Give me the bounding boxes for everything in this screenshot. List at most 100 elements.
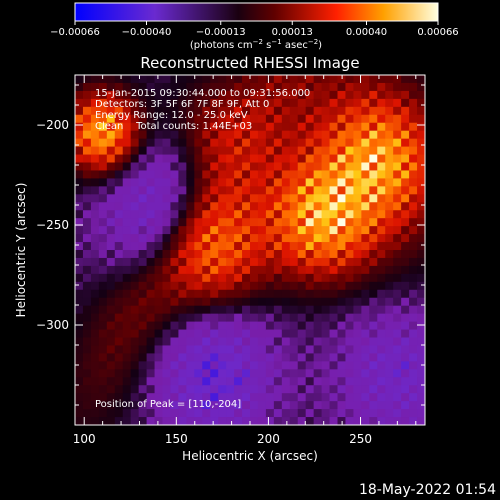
- heatmap-cell: [122, 194, 132, 203]
- heatmap-cell: [250, 122, 259, 132]
- heatmap-cell: [417, 329, 425, 339]
- heatmap-cell: [106, 75, 116, 84]
- heatmap-cell: [202, 210, 211, 219]
- heatmap-cell: [75, 218, 84, 227]
- heatmap-cell: [385, 377, 394, 386]
- heatmap-cell: [393, 242, 402, 251]
- heatmap-cell: [234, 82, 243, 92]
- heatmap-cell: [273, 321, 283, 331]
- heatmap-cell: [337, 194, 347, 203]
- heatmap-cell: [337, 409, 347, 418]
- heatmap-cell: [162, 114, 172, 124]
- heatmap-cell: [297, 90, 307, 100]
- heatmap-cell: [369, 409, 378, 418]
- heatmap-cell: [186, 329, 195, 339]
- heatmap-cell: [122, 353, 132, 362]
- heatmap-cell: [234, 377, 243, 386]
- heatmap-cell: [297, 257, 307, 267]
- heatmap-cell: [273, 401, 283, 410]
- heatmap-cell: [345, 337, 354, 347]
- heatmap-cell: [329, 234, 339, 243]
- heatmap-cell: [401, 218, 410, 227]
- heatmap-cell: [202, 329, 211, 339]
- heatmap-cell: [257, 265, 267, 275]
- heatmap-cell: [329, 297, 339, 307]
- heatmap-cell: [353, 250, 362, 259]
- heatmap-cell: [385, 114, 394, 124]
- heatmap-cell: [409, 234, 418, 243]
- heatmap-cell: [178, 170, 187, 179]
- heatmap-cell: [130, 401, 140, 410]
- heatmap-cell: [305, 122, 315, 132]
- heatmap-cell: [393, 361, 402, 370]
- heatmap-cell: [297, 393, 307, 402]
- heatmap-cell: [98, 377, 108, 386]
- heatmap-cell: [234, 289, 243, 299]
- heatmap-cell: [401, 90, 410, 100]
- heatmap-cell: [273, 194, 283, 203]
- heatmap-cell: [321, 75, 331, 84]
- heatmap-cell: [257, 98, 267, 108]
- heatmap-cell: [257, 257, 267, 267]
- heatmap-cell: [297, 345, 307, 354]
- heatmap-cell: [75, 250, 84, 259]
- timestamp: 18-May-2022 01:54: [359, 482, 496, 498]
- heatmap-cell: [297, 401, 307, 410]
- heatmap-cell: [321, 297, 331, 307]
- heatmap-cell: [218, 250, 227, 259]
- heatmap-cell: [114, 417, 124, 425]
- heatmap-cell: [114, 194, 124, 203]
- heatmap-cell: [210, 313, 219, 323]
- heatmap-cell: [345, 178, 354, 187]
- heatmap-cell: [273, 250, 283, 259]
- heatmap-cell: [385, 281, 394, 291]
- heatmap-cell: [313, 337, 323, 347]
- heatmap-cell: [250, 162, 259, 172]
- heatmap-cell: [353, 186, 362, 195]
- heatmap-cell: [154, 122, 164, 132]
- heatmap-cell: [337, 297, 347, 307]
- heatmap-cell: [146, 90, 156, 100]
- heatmap-cell: [75, 377, 84, 386]
- heatmap-cell: [194, 409, 203, 418]
- heatmap-cell: [393, 305, 402, 315]
- heatmap-cell: [305, 377, 315, 386]
- heatmap-cell: [186, 90, 195, 100]
- heatmap-cell: [114, 234, 124, 243]
- heatmap-cell: [273, 369, 283, 378]
- heatmap-cell: [138, 186, 148, 195]
- heatmap-cell: [297, 265, 307, 275]
- heatmap-cell: [130, 90, 140, 100]
- annotation-clean: Clean Total counts: 1.44E+03: [95, 121, 252, 132]
- heatmap-cell: [82, 122, 92, 132]
- heatmap-cell: [162, 305, 172, 315]
- heatmap-cell: [218, 178, 227, 187]
- heatmap-cell: [146, 273, 156, 283]
- heatmap-cell: [321, 417, 331, 425]
- heatmap-cell: [361, 289, 370, 299]
- heatmap-cell: [170, 377, 179, 386]
- heatmap-cell: [170, 170, 179, 179]
- heatmap-cell: [154, 273, 164, 283]
- heatmap-cell: [146, 385, 156, 394]
- heatmap-cell: [218, 345, 227, 354]
- heatmap-cell: [305, 289, 315, 299]
- heatmap-cell: [313, 369, 323, 378]
- y-tick-label: −200: [36, 118, 69, 132]
- heatmap-cell: [162, 250, 172, 259]
- heatmap-cell: [393, 194, 402, 203]
- heatmap-cell: [226, 218, 235, 227]
- heatmap-cell: [250, 242, 259, 251]
- heatmap-cell: [106, 337, 116, 347]
- heatmap-cell: [130, 162, 140, 172]
- heatmap-cell: [138, 242, 148, 251]
- heatmap-cell: [329, 265, 339, 275]
- heatmap-cell: [401, 393, 410, 402]
- heatmap-cell: [321, 313, 331, 323]
- heatmap-cell: [305, 337, 315, 347]
- heatmap-cell: [369, 154, 378, 164]
- x-axis-ticks: 100 150 200 250: [73, 75, 417, 446]
- heatmap-cell: [154, 210, 164, 219]
- heatmap-cell: [409, 178, 418, 187]
- heatmap-cell: [297, 242, 307, 251]
